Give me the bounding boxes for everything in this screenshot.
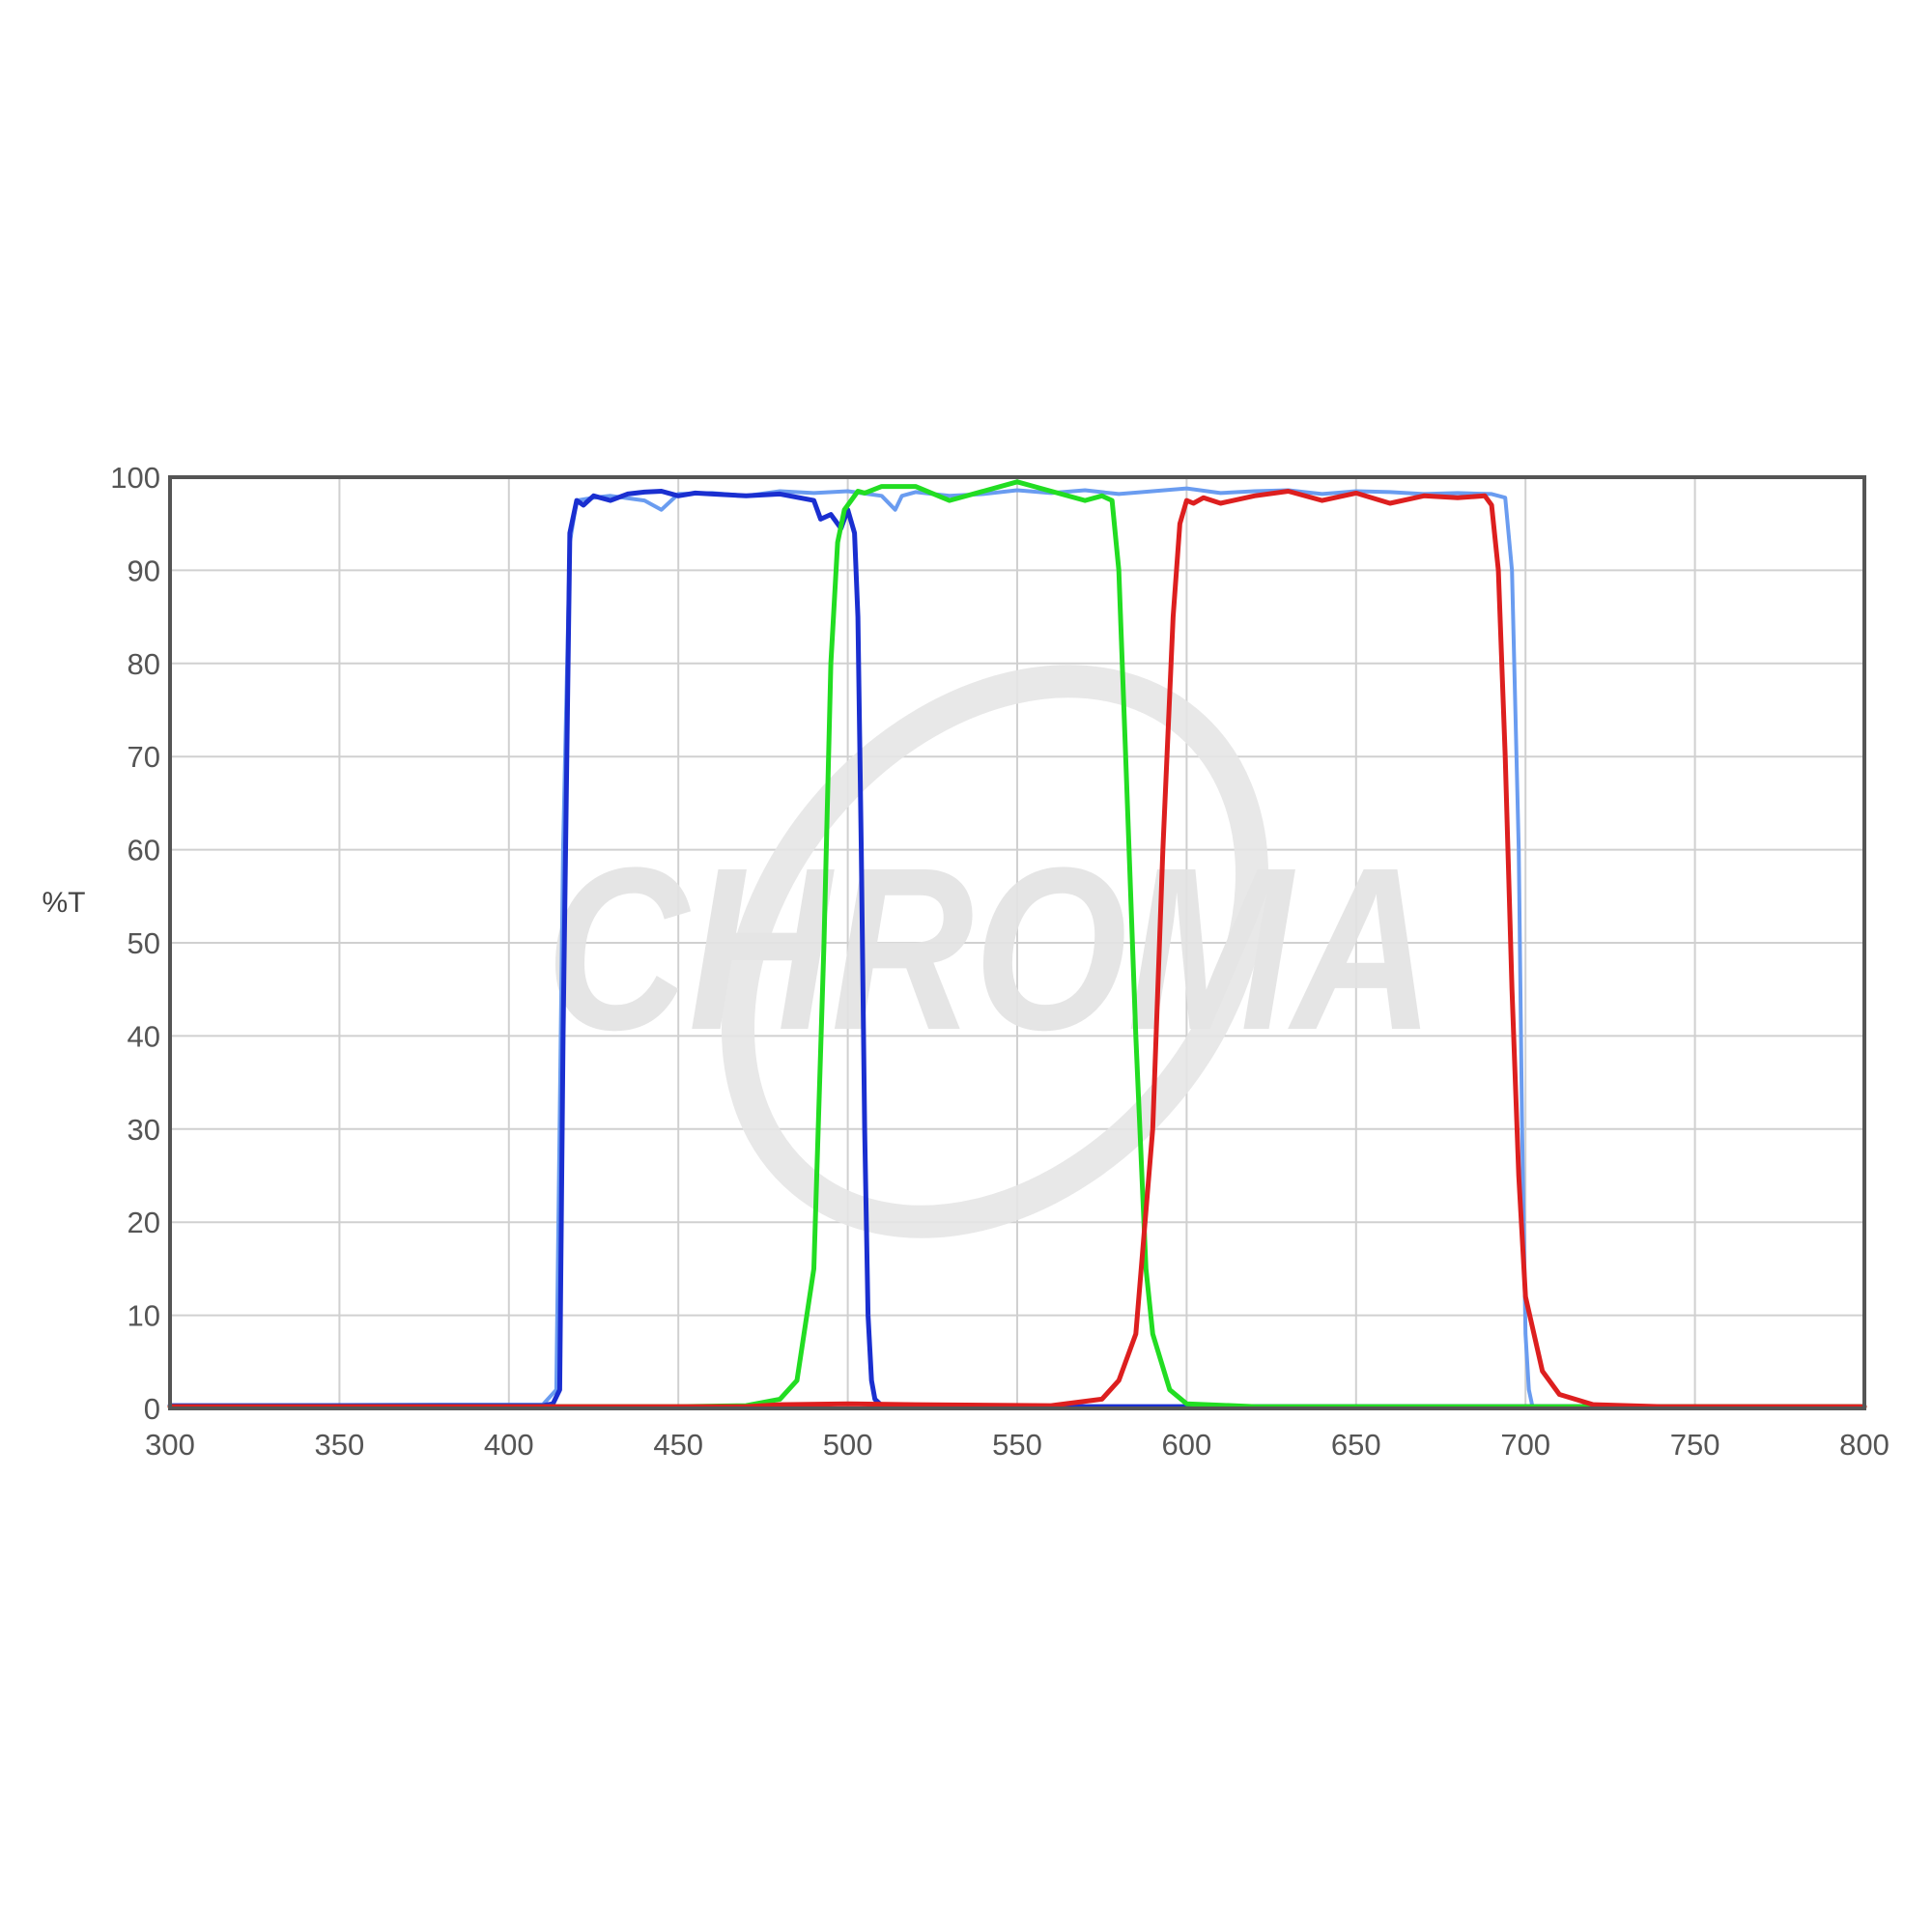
y-tick-label-30: 30 bbox=[128, 1113, 160, 1147]
watermark-swoosh-outer bbox=[722, 665, 1268, 1238]
series-line-4 bbox=[167, 489, 1867, 1409]
y-tick-label-80: 80 bbox=[128, 647, 160, 681]
x-tick-label-800: 800 bbox=[1839, 1428, 1889, 1462]
x-tick-label-350: 350 bbox=[315, 1428, 365, 1462]
series-lines bbox=[167, 479, 1867, 1409]
y-tick-labels: 0 10 20 30 40 50 60 70 80 90 100 bbox=[110, 461, 160, 1426]
x-tick-label-300: 300 bbox=[145, 1428, 195, 1462]
y-tick-label-100: 100 bbox=[110, 461, 160, 495]
y-tick-label-70: 70 bbox=[128, 740, 160, 774]
y-tick-label-10: 10 bbox=[128, 1299, 160, 1333]
series-line-2 bbox=[167, 489, 1867, 1409]
x-tick-label-650: 650 bbox=[1331, 1428, 1381, 1462]
x-tick-label-750: 750 bbox=[1670, 1428, 1720, 1462]
y-tick-label-20: 20 bbox=[128, 1206, 160, 1239]
y-tick-label-50: 50 bbox=[128, 926, 160, 960]
y-tick-label-40: 40 bbox=[128, 1019, 160, 1053]
watermark-text: CHROMA bbox=[546, 819, 1435, 1078]
chroma-watermark: CHROMA bbox=[546, 665, 1435, 1238]
y-tick-label-60: 60 bbox=[128, 834, 160, 867]
x-tick-label-700: 700 bbox=[1500, 1428, 1550, 1462]
x-tick-labels: 300 350 400 450 500 550 600 650 700 750 800 bbox=[145, 1428, 1889, 1462]
x-tick-label-550: 550 bbox=[992, 1428, 1042, 1462]
y-axis-title: %T bbox=[43, 887, 86, 919]
x-tick-label-450: 450 bbox=[653, 1428, 703, 1462]
y-tick-label-90: 90 bbox=[128, 554, 160, 587]
y-tick-label-0: 0 bbox=[144, 1392, 160, 1426]
plot-frame bbox=[168, 475, 1866, 1410]
x-tick-label-500: 500 bbox=[823, 1428, 873, 1462]
x-tick-label-600: 600 bbox=[1162, 1428, 1212, 1462]
x-tick-label-400: 400 bbox=[484, 1428, 534, 1462]
